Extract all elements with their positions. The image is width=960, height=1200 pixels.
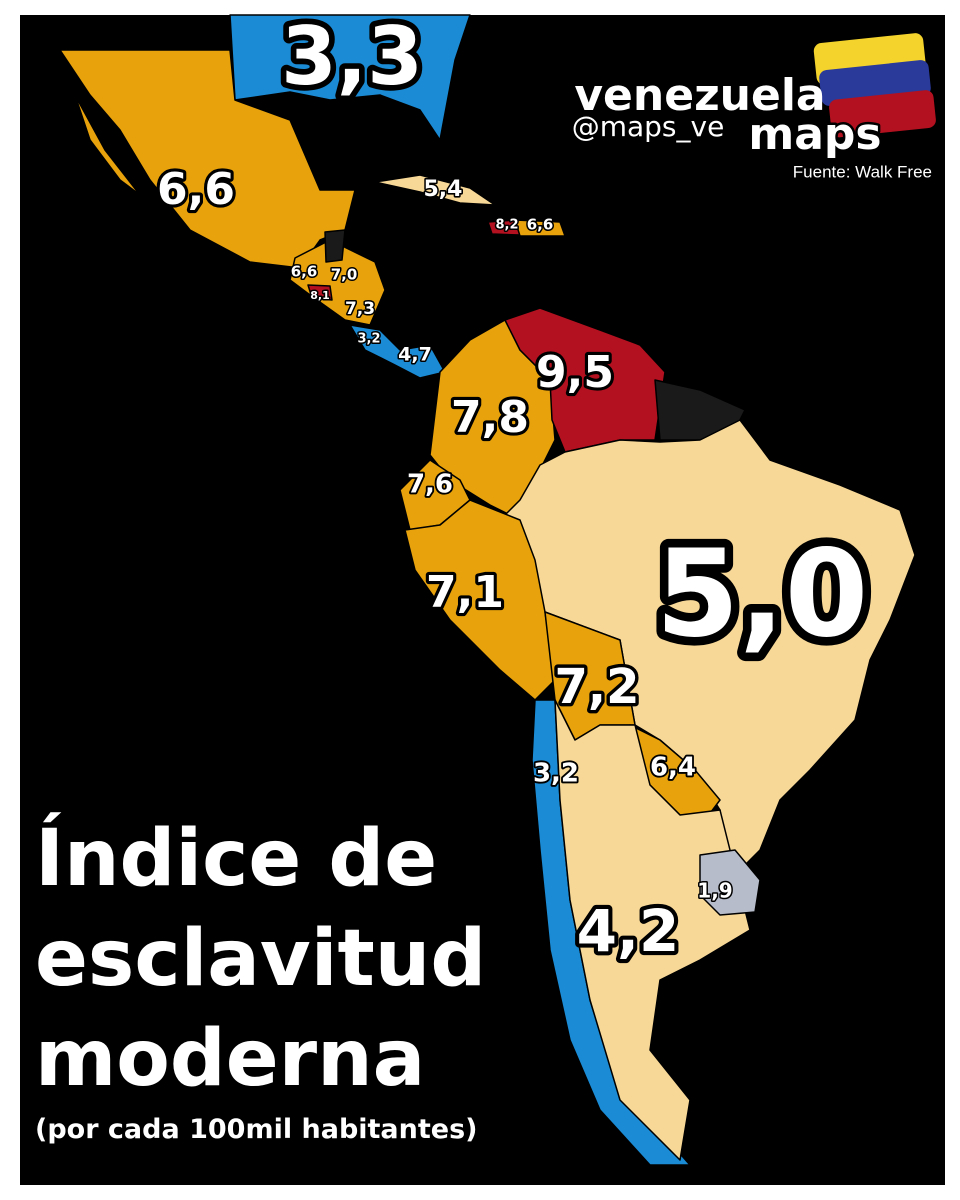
value-label: 8,1: [310, 289, 330, 302]
venezuela: [504, 307, 666, 453]
value-label: 7,1: [426, 567, 504, 618]
logo: venezuela maps @maps_ve Fuente: Walk Fre…: [572, 33, 936, 181]
value-label: 6,6: [527, 216, 554, 234]
value-label: 6,6: [157, 164, 235, 215]
title: Índice de esclavitud moderna (por cada 1…: [35, 812, 486, 1145]
baja: [74, 94, 141, 196]
value-label: 5,4: [424, 177, 463, 202]
mexico: [59, 49, 356, 269]
value-label: 7,2: [554, 659, 639, 715]
brand-line1: venezuela: [574, 70, 825, 121]
central-america: [289, 239, 386, 326]
value-label: 7,3: [345, 299, 375, 319]
value-label: 4,7: [398, 344, 432, 366]
belize: [324, 229, 346, 263]
usa: [229, 14, 471, 141]
title-line: esclavitud: [35, 914, 486, 1004]
value-label: 1,9: [697, 879, 732, 903]
value-label: 3,2: [533, 759, 579, 789]
value-label: 5,0: [656, 526, 869, 665]
value-labels: 3,3 6,6 5,4 8,2 6,6 6,6 7,08,1 7,3 3,2 4,7 9,57,8 7…: [154, 4, 877, 969]
cuba: [374, 174, 496, 206]
subtitle: (por cada 100mil habitantes): [35, 1114, 478, 1145]
source: Fuente: Walk Free: [793, 162, 932, 181]
countries: [59, 14, 916, 1166]
value-label: 6,4: [650, 753, 696, 783]
value-label: 6,6: [291, 263, 318, 281]
value-label: 4,2: [577, 897, 680, 965]
value-label: 7,8: [451, 392, 529, 443]
brand-handle: @maps_ve: [572, 110, 725, 143]
value-label: 3,2: [357, 332, 380, 347]
value-label: 3,3: [281, 10, 423, 103]
el-salvador: [307, 284, 333, 301]
flag-red: [829, 90, 936, 138]
uruguay: [699, 849, 761, 916]
title-line: Índice de: [35, 812, 437, 904]
value-label: 8,2: [495, 218, 518, 233]
value-label: 9,5: [536, 347, 614, 398]
brand-line2: maps: [748, 109, 881, 160]
title-line: moderna: [35, 1014, 425, 1104]
value-label: 7,6: [407, 470, 453, 500]
dominican-republic: [514, 219, 566, 237]
value-label: 7,0: [331, 266, 358, 284]
argentina: [554, 699, 751, 1161]
